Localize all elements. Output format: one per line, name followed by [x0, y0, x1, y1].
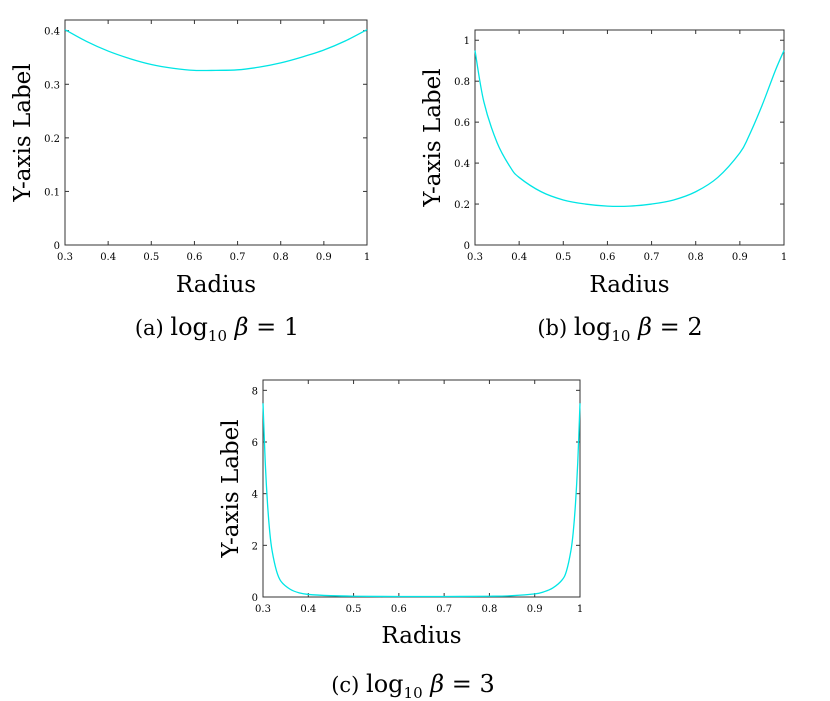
y-axis-label: Y-axis Label	[218, 419, 244, 558]
panel-caption: (b) log10 β = 2	[537, 313, 702, 345]
y-tick-label: 0	[252, 593, 258, 604]
chart-panel-c: 0.3 0.4 0.5 0.6 0.7 0.8 0.9 102468RadiusY-axis …	[218, 379, 583, 701]
caption-prefix: (b)	[537, 316, 574, 340]
caption-symbol: β	[227, 313, 256, 341]
y-tick-label: 0	[464, 241, 470, 252]
x-tick-label: 0.5	[555, 252, 571, 263]
series-line	[64, 29, 368, 72]
y-tick-label: 8	[252, 386, 258, 397]
caption-func: log	[366, 670, 404, 698]
y-tick-label: 6	[252, 438, 258, 449]
x-tick-label: 0.4	[511, 252, 527, 263]
x-tick-label: 0.9	[316, 252, 332, 263]
caption-symbol: β	[630, 313, 659, 341]
series-line	[262, 403, 581, 598]
x-tick-label: 0.7	[230, 252, 246, 263]
x-tick-label: 0.6	[186, 252, 202, 263]
y-tick-label: 0.8	[454, 77, 470, 88]
x-tick-label: 0.3	[57, 252, 73, 263]
x-axis-label: Radius	[381, 623, 461, 649]
x-tick-label: 0.6	[599, 252, 615, 263]
x-tick-label: 0.9	[527, 604, 543, 615]
y-tick-label: 0.3	[44, 80, 60, 91]
y-tick-label: 4	[252, 490, 258, 501]
panel-caption: (a) log10 β = 1	[135, 313, 299, 345]
caption-prefix: (c)	[331, 673, 366, 697]
caption-prefix: (a)	[135, 316, 171, 340]
x-tick-label: 0.7	[436, 604, 452, 615]
y-tick-label: 2	[252, 541, 258, 552]
caption-relation: = 1	[256, 313, 299, 341]
x-tick-label: 1	[781, 252, 787, 263]
x-tick-label: 0.4	[100, 252, 116, 263]
y-axis-label: Y-axis Label	[10, 63, 36, 202]
caption-symbol: β	[423, 670, 452, 698]
y-tick-label: 1	[464, 36, 470, 47]
y-tick-label: 0.4	[454, 159, 470, 170]
caption-func: log	[574, 313, 612, 341]
y-tick-label: 0.2	[44, 134, 60, 145]
caption-subscript: 10	[611, 327, 630, 345]
y-tick-label: 0.4	[44, 27, 60, 38]
x-tick-label: 1	[364, 252, 370, 263]
series-line	[474, 50, 785, 208]
x-axis-label: Radius	[176, 272, 256, 298]
caption-relation: = 3	[452, 670, 495, 698]
caption-relation: = 2	[660, 313, 703, 341]
x-tick-label: 0.9	[732, 252, 748, 263]
x-tick-label: 1	[577, 604, 583, 615]
caption-subscript: 10	[208, 327, 227, 345]
y-tick-label: 0.6	[454, 118, 470, 129]
caption-func: log	[170, 313, 208, 341]
y-axis-label: Y-axis Label	[420, 68, 446, 207]
chart-panel-b: 0.3 0.4 0.5 0.6 0.7 0.8 0.9 100.20.40.60.81Radi…	[420, 29, 787, 345]
x-tick-label: 0.6	[391, 604, 407, 615]
x-tick-label: 0.8	[688, 252, 704, 263]
x-tick-label: 0.3	[467, 252, 483, 263]
x-tick-label: 0.8	[481, 604, 497, 615]
x-tick-label: 0.8	[273, 252, 289, 263]
plot-frame	[474, 29, 785, 246]
x-tick-label: 0.5	[143, 252, 159, 263]
y-tick-label: 0.2	[454, 200, 470, 211]
x-tick-label: 0.5	[346, 604, 362, 615]
y-tick-label: 0	[54, 241, 60, 252]
x-tick-label: 0.4	[300, 604, 316, 615]
chart-panel-a: 0.3 0.4 0.5 0.6 0.7 0.8 0.9 100.10.20.30.4Radiu…	[10, 19, 370, 345]
panel-caption: (c) log10 β = 3	[331, 670, 495, 701]
plot-frame	[64, 19, 368, 246]
y-tick-label: 0.1	[44, 187, 60, 198]
plot-frame	[262, 379, 581, 598]
x-axis-label: Radius	[589, 272, 669, 298]
caption-subscript: 10	[404, 684, 423, 701]
x-tick-label: 0.7	[644, 252, 660, 263]
x-tick-label: 0.3	[255, 604, 271, 615]
